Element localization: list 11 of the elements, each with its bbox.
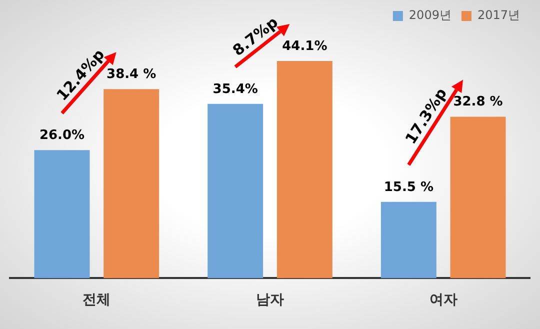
data-label: 26.0%: [39, 128, 85, 144]
data-label: 32.8 %: [453, 94, 503, 110]
data-label: 38.4 %: [106, 66, 156, 82]
legend-label: 2017년: [477, 8, 520, 22]
data-label: 15.5 %: [384, 180, 434, 195]
data-label: 44.1%: [282, 38, 328, 54]
data-label: 35.4%: [212, 82, 258, 97]
x-tick-label: 전체: [82, 292, 111, 308]
x-tick-label: 여자: [429, 292, 458, 308]
legend-label: 2009년: [408, 8, 452, 22]
x-tick-label: 남자: [256, 292, 284, 308]
